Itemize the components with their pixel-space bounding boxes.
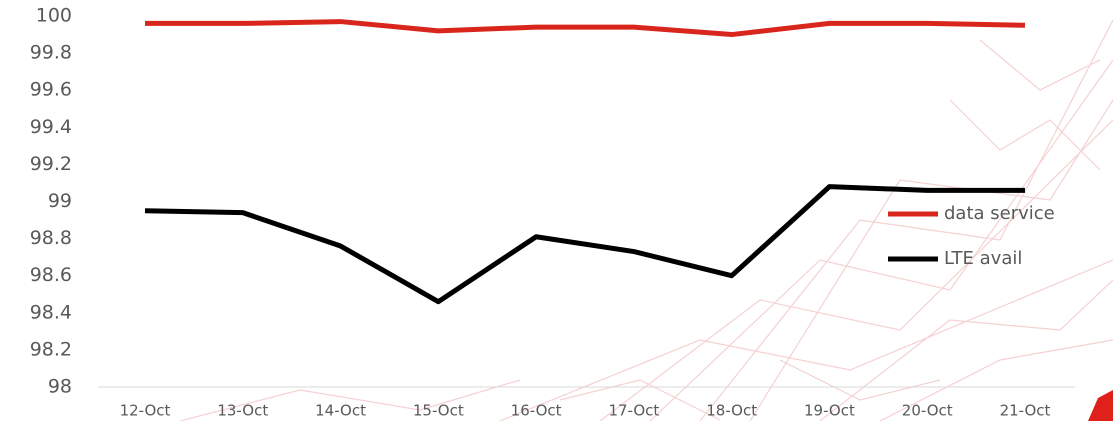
x-tick-label: 17-Oct bbox=[608, 402, 659, 420]
y-tick-label: 98.2 bbox=[30, 338, 72, 360]
legend-label: LTE avail bbox=[944, 248, 1022, 269]
y-tick-label: 99.8 bbox=[30, 42, 72, 64]
x-tick-label: 15-Oct bbox=[413, 402, 464, 420]
y-tick-label: 99.6 bbox=[30, 79, 72, 101]
legend-label: data service bbox=[944, 203, 1055, 224]
y-tick-label: 98 bbox=[48, 376, 72, 398]
x-tick-label: 16-Oct bbox=[511, 402, 562, 420]
x-tick-label: 18-Oct bbox=[706, 402, 757, 420]
background-pattern bbox=[179, 19, 1113, 421]
x-tick-label: 19-Oct bbox=[804, 402, 855, 420]
x-tick-label: 13-Oct bbox=[217, 402, 268, 420]
y-tick-label: 99.4 bbox=[30, 116, 72, 138]
x-tick-label: 21-Oct bbox=[1000, 402, 1051, 420]
y-tick-label: 99 bbox=[48, 190, 72, 212]
y-tick-label: 99.2 bbox=[30, 153, 72, 175]
y-tick-label: 98.6 bbox=[30, 264, 72, 286]
logo-fragment bbox=[1088, 390, 1113, 421]
y-tick-label: 98.8 bbox=[30, 227, 72, 249]
x-tick-label: 12-Oct bbox=[120, 402, 171, 420]
series-line bbox=[144, 184, 1025, 305]
series-line bbox=[145, 19, 1026, 38]
x-tick-label: 14-Oct bbox=[315, 402, 366, 420]
y-tick-label: 100 bbox=[36, 5, 72, 27]
y-tick-label: 98.4 bbox=[30, 301, 72, 323]
x-tick-label: 20-Oct bbox=[902, 402, 953, 420]
